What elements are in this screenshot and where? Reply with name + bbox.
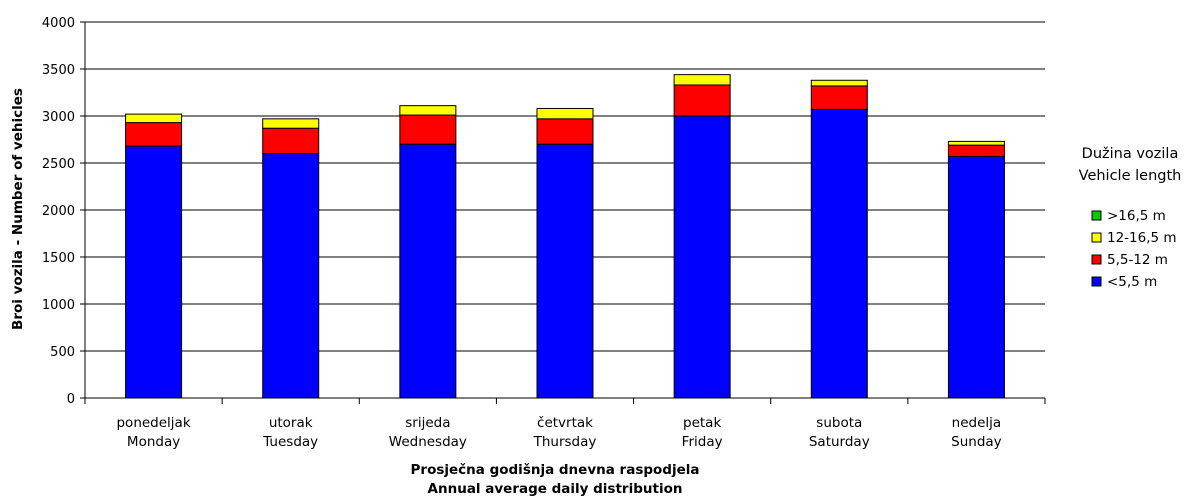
legend-title-line1: Dužina vozila xyxy=(1082,146,1179,162)
bar-segment xyxy=(536,107,594,120)
bar-segment xyxy=(262,127,320,155)
x-category-label: Friday xyxy=(682,434,723,450)
y-tick-label: 500 xyxy=(50,345,75,360)
bar-segment xyxy=(399,105,457,116)
legend-label: >16,5 m xyxy=(1107,208,1166,224)
bar-segment xyxy=(536,143,594,399)
y-tick-label: 1500 xyxy=(42,251,75,266)
bar-segment xyxy=(125,145,183,399)
x-category-label: ponedeljak xyxy=(116,415,190,431)
y-tick-label: 2500 xyxy=(42,157,75,172)
x-category-labels: ponedeljak Monday utorak Tuesday srijeda Wedn… xyxy=(116,415,1001,450)
legend-swatch xyxy=(1091,276,1102,287)
legend-label: 5,5-12 m xyxy=(1107,252,1168,268)
y-tick-label: 1000 xyxy=(42,298,75,313)
bar-segment xyxy=(673,74,731,86)
x-category-label: nedelja xyxy=(952,415,1002,431)
bars xyxy=(125,74,1005,399)
bar-segment xyxy=(810,108,868,399)
x-category-label: Tuesday xyxy=(262,434,318,450)
bar-segment xyxy=(536,118,594,145)
bar-segment xyxy=(673,115,731,399)
x-category-label: utorak xyxy=(269,415,313,431)
legend-swatch xyxy=(1091,254,1102,265)
x-category-label: petak xyxy=(683,415,721,431)
legend-label: 12-16,5 m xyxy=(1107,230,1177,246)
y-tick-label: 3000 xyxy=(42,110,75,125)
y-tick-label: 2000 xyxy=(42,204,75,219)
axes xyxy=(80,21,1046,404)
legend-swatch xyxy=(1091,210,1102,221)
bar-segment xyxy=(262,153,320,399)
bar-segment xyxy=(262,118,320,129)
x-axis-title-line1: Prosječna godišnja dnevna raspodjela xyxy=(411,462,700,478)
x-category-label: Wednesday xyxy=(389,434,467,450)
y-tick-label: 4000 xyxy=(42,16,75,31)
x-category-label: subota xyxy=(816,415,862,431)
x-category-label: Saturday xyxy=(809,434,870,450)
bar-segment xyxy=(810,85,868,110)
bar-segment xyxy=(125,113,183,124)
x-category-label: Sunday xyxy=(951,434,1002,450)
legend-title-line2: Vehicle length xyxy=(1079,168,1182,184)
bar-segment xyxy=(125,122,183,147)
bar-segment xyxy=(947,140,1005,146)
legend-label: <5,5 m xyxy=(1107,274,1157,290)
x-axis-title-line2: Annual average daily distribution xyxy=(428,481,683,497)
y-tick-label: 0 xyxy=(67,392,75,407)
x-category-label: srijeda xyxy=(405,415,450,431)
bar-segment xyxy=(947,144,1005,157)
bar-segment xyxy=(810,79,868,87)
y-tick-labels: 0 500 1000 1500 2000 2500 3000 3500 4000 xyxy=(42,16,75,407)
legend: >16,5 m 12-16,5 m 5,5-12 m <5,5 m xyxy=(1091,208,1177,290)
y-axis-title: Broi vozila - Number of vehicles xyxy=(10,88,26,330)
x-category-label: četvrtak xyxy=(537,415,593,431)
bar-segment xyxy=(947,155,1005,399)
x-category-label: Monday xyxy=(127,434,180,450)
bar-segment xyxy=(673,84,731,117)
legend-swatch xyxy=(1091,232,1102,243)
bar-segment xyxy=(399,114,457,145)
x-category-label: Thursday xyxy=(533,434,597,450)
bar-segment xyxy=(399,143,457,399)
y-tick-label: 3500 xyxy=(42,63,75,78)
